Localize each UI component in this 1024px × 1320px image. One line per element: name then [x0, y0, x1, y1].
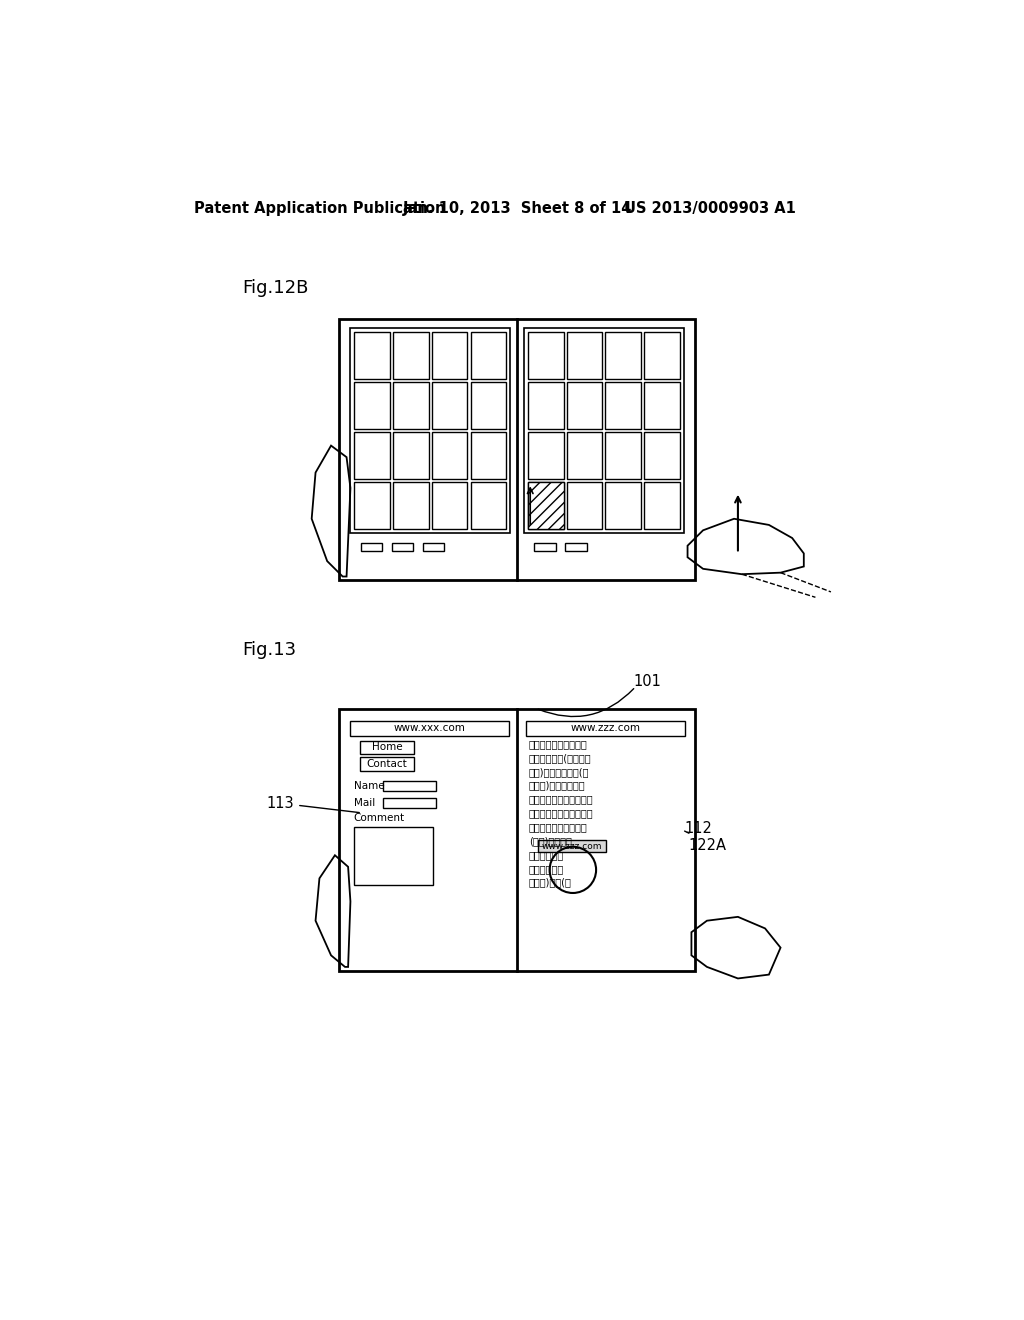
Bar [528, 482, 563, 529]
Bar [350, 327, 510, 532]
Bar [432, 381, 467, 429]
Text: Mail: Mail [353, 797, 375, 808]
Bar [391, 544, 414, 552]
Bar [383, 780, 435, 792]
Text: US 2013/0009903 A1: US 2013/0009903 A1 [624, 201, 796, 216]
Bar [354, 482, 390, 529]
Bar [354, 432, 390, 479]
Bar [644, 331, 680, 379]
Bar [471, 482, 506, 529]
Text: Contact: Contact [367, 759, 408, 770]
Bar [566, 432, 602, 479]
Bar [528, 381, 563, 429]
Text: www.zzz.com: www.zzz.com [570, 723, 641, 733]
Text: 101: 101 [633, 675, 662, 689]
Bar [528, 482, 563, 529]
Text: 122A: 122A [688, 838, 726, 853]
Text: 池の中に咲いている蓮: 池の中に咲いている蓮 [528, 822, 588, 832]
Text: Home: Home [372, 742, 402, 752]
Bar [535, 544, 556, 552]
Bar [471, 331, 506, 379]
Bar [566, 381, 602, 429]
Text: Fig.12B: Fig.12B [243, 279, 309, 297]
Bar [339, 318, 695, 581]
Text: www.zzz.com: www.zzz.com [542, 842, 602, 850]
Text: www.xxx.com: www.xxx.com [394, 723, 466, 733]
Bar [393, 381, 429, 429]
Bar [565, 544, 587, 552]
Text: すいけ)の畔を、独り: すいけ)の畔を、独り [528, 780, 586, 791]
Text: んにょ)の蓋(す: んにょ)の蓋(す [528, 878, 571, 887]
Bar [354, 331, 390, 379]
Text: のまん中にあ: のまん中にあ [528, 863, 564, 874]
Text: でぶらぶら御歩きになっ: でぶらぶら御歩きになっ [528, 795, 593, 804]
Text: 112: 112 [684, 821, 713, 836]
Text: さま)は極楽の蓮池(は: さま)は極楽の蓮池(は [528, 767, 589, 776]
Bar [644, 381, 680, 429]
Bar [524, 327, 684, 532]
Bar [605, 482, 641, 529]
Text: Fig.13: Fig.13 [243, 640, 297, 659]
Text: Name: Name [353, 781, 384, 791]
Bar [471, 381, 506, 429]
Bar [432, 331, 467, 379]
Bar [423, 544, 444, 552]
Bar [393, 482, 429, 529]
Bar [605, 432, 641, 479]
Bar [605, 381, 641, 429]
Bar [339, 709, 695, 970]
Bar [566, 331, 602, 379]
Bar [432, 432, 467, 479]
Text: す。御釈迦様(おしゃか: す。御釈迦様(おしゃか [528, 752, 591, 763]
Text: 玉のように：: 玉のように： [528, 850, 564, 859]
Bar [644, 432, 680, 479]
Bar [432, 482, 467, 529]
Text: Jan. 10, 2013  Sheet 8 of 14: Jan. 10, 2013 Sheet 8 of 14 [403, 201, 633, 216]
Bar [528, 432, 563, 479]
Bar [359, 758, 414, 771]
Bar [605, 331, 641, 379]
Bar [393, 331, 429, 379]
Bar [471, 432, 506, 479]
Text: (はす)の花が、: (はす)の花が、 [528, 836, 571, 846]
Bar [354, 381, 390, 429]
Bar [644, 482, 680, 529]
Bar [393, 432, 429, 479]
Text: Patent Application Publication: Patent Application Publication [194, 201, 445, 216]
Text: ていらっしゃいました。: ていらっしゃいました。 [528, 808, 593, 818]
Text: Comment: Comment [353, 813, 404, 824]
Text: 113: 113 [266, 796, 294, 812]
Bar [528, 331, 563, 379]
Bar [353, 826, 432, 884]
Bar [383, 797, 435, 808]
Text: ある日の事でございま: ある日の事でございま [528, 739, 588, 748]
Bar [538, 840, 606, 853]
Bar [350, 721, 509, 737]
Bar [526, 721, 685, 737]
Bar [566, 482, 602, 529]
Bar [359, 741, 414, 755]
Bar [360, 544, 382, 552]
